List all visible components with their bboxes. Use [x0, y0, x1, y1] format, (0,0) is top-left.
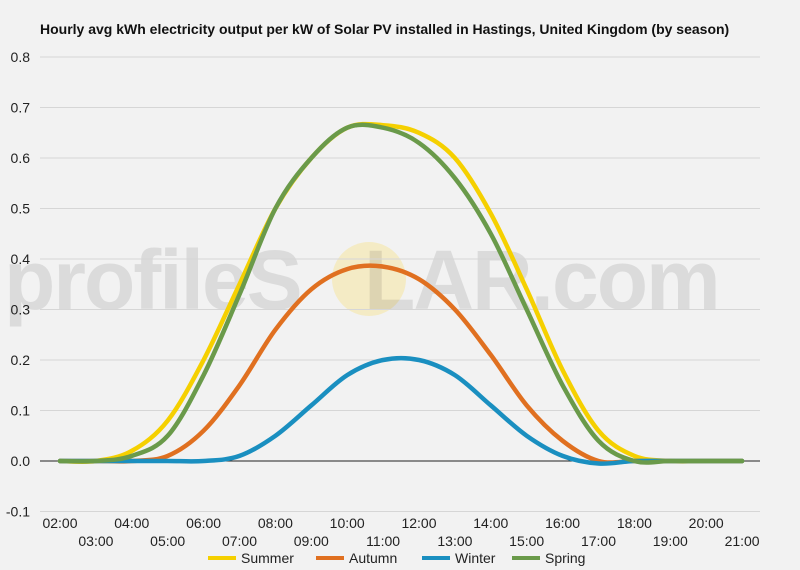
x-tick-label: 12:00 [401, 515, 436, 531]
x-tick-label: 17:00 [581, 533, 616, 549]
y-tick-label: 0.8 [11, 49, 31, 65]
y-tick-label: 0.0 [11, 453, 31, 469]
watermark-text: profileSOLAR.com [4, 233, 719, 327]
x-tick-label: 04:00 [114, 515, 149, 531]
x-tick-label: 19:00 [653, 533, 688, 549]
legend-label: Autumn [349, 550, 397, 566]
legend-label: Winter [455, 550, 496, 566]
y-tick-label: 0.6 [11, 150, 31, 166]
y-tick-label: 0.3 [11, 302, 31, 318]
x-tick-label: 14:00 [473, 515, 508, 531]
x-tick-label: 07:00 [222, 533, 257, 549]
x-tick-label: 16:00 [545, 515, 580, 531]
y-axis-ticks: 0.8 0.7 0.6 0.5 0.4 0.3 0.2 0.1 0.0 -0.1 [6, 49, 30, 520]
x-tick-label: 21:00 [725, 533, 760, 549]
watermark: profileSOLAR.com [4, 233, 721, 327]
y-tick-label: 0.4 [11, 251, 31, 267]
chart-title: Hourly avg kWh electricity output per kW… [40, 21, 729, 37]
legend: Summer Autumn Winter Spring [208, 550, 585, 566]
x-tick-label: 02:00 [42, 515, 77, 531]
x-tick-label: 13:00 [437, 533, 472, 549]
x-tick-label: 10:00 [330, 515, 365, 531]
x-tick-label: 15:00 [509, 533, 544, 549]
x-tick-label: 11:00 [366, 533, 400, 549]
x-tick-label: 08:00 [258, 515, 293, 531]
x-axis-ticks: 02:00 04:00 06:00 08:00 10:00 12:00 14:00 16:00… [42, 515, 759, 549]
x-tick-label: 03:00 [78, 533, 113, 549]
x-tick-label: 06:00 [186, 515, 221, 531]
x-tick-label: 05:00 [150, 533, 185, 549]
series-line-spring [57, 122, 745, 465]
series-line-summer [57, 121, 745, 464]
y-tick-label: -0.1 [6, 504, 30, 520]
legend-label: Summer [241, 550, 294, 566]
y-tick-label: 0.2 [11, 352, 31, 368]
series-lines [57, 121, 745, 466]
y-tick-label: 0.1 [11, 403, 31, 419]
y-tick-label: 0.5 [11, 201, 31, 217]
watermark-sun-icon [332, 242, 406, 316]
x-tick-label: 18:00 [617, 515, 652, 531]
legend-label: Spring [545, 550, 585, 566]
y-tick-label: 0.7 [11, 100, 31, 116]
x-tick-label: 09:00 [294, 533, 329, 549]
x-tick-label: 20:00 [689, 515, 724, 531]
